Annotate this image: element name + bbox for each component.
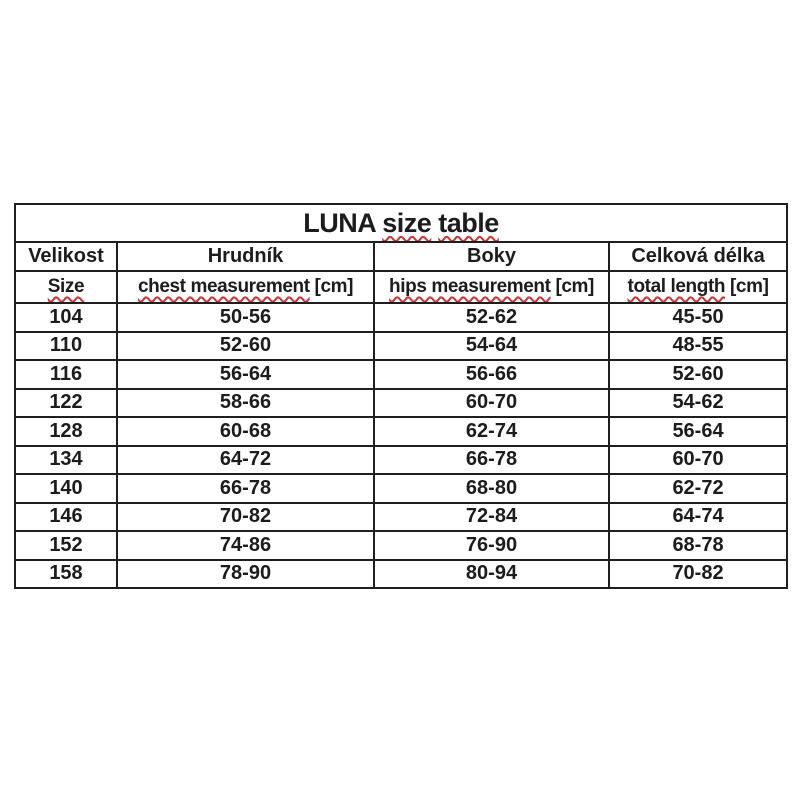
cell-hips: 56-66	[373, 359, 610, 390]
cell-length: 60-70	[607, 444, 789, 475]
cell-hips: 80-94	[373, 558, 610, 589]
cell-hips: 60-70	[373, 387, 610, 418]
header-chest-unit: [cm]	[314, 276, 354, 297]
cell-length: 64-74	[607, 501, 789, 532]
table-row: 152 74-86 76-90 68-78	[14, 530, 789, 561]
cell-size: 158	[14, 558, 118, 589]
cell-size: 128	[14, 416, 118, 447]
cell-chest: 58-66	[116, 387, 375, 418]
header-length-phrase: total length	[627, 276, 726, 297]
cell-length: 52-60	[607, 359, 789, 390]
header-hips: hips measurement [cm]	[373, 270, 610, 304]
cell-size: 140	[14, 473, 118, 504]
cell-size: 152	[14, 530, 118, 561]
cell-length: 48-55	[607, 330, 789, 361]
cell-hips: 68-80	[373, 473, 610, 504]
cell-size: 104	[14, 302, 118, 333]
title-row: LUNA size table	[13, 203, 789, 243]
cell-length: 54-62	[607, 387, 789, 418]
table-row: 134 64-72 66-78 60-70	[14, 444, 789, 475]
header-row-english: Size chest measurement [cm] hips measure…	[14, 270, 789, 304]
title-word-size: size	[382, 207, 432, 238]
cell-size: 116	[14, 359, 118, 390]
cell-chest: 52-60	[116, 330, 375, 361]
cell-chest: 56-64	[116, 359, 375, 390]
cell-chest: 70-82	[116, 501, 375, 532]
table-row: 140 66-78 68-80 62-72	[14, 473, 789, 504]
header-velikost: Velikost	[14, 241, 118, 272]
cell-hips: 66-78	[373, 444, 610, 475]
luna-size-table: LUNA size table Velikost Hrudník Boky Ce…	[13, 203, 789, 589]
cell-hips: 76-90	[373, 530, 610, 561]
cell-length: 68-78	[607, 530, 789, 561]
cell-chest: 50-56	[116, 302, 375, 333]
cell-length: 70-82	[607, 558, 789, 589]
header-chest-phrase: chest measurement	[137, 276, 310, 297]
header-chest: chest measurement [cm]	[116, 270, 375, 304]
cell-hips: 52-62	[373, 302, 610, 333]
header-row-czech: Velikost Hrudník Boky Celková délka	[14, 241, 789, 272]
cell-chest: 60-68	[116, 416, 375, 447]
cell-size: 122	[14, 387, 118, 418]
cell-chest: 78-90	[116, 558, 375, 589]
table-row: 122 58-66 60-70 54-62	[14, 387, 789, 418]
table-title: LUNA size table	[13, 203, 789, 243]
cell-chest: 74-86	[116, 530, 375, 561]
header-size: Size	[14, 270, 118, 304]
header-size-phrase: Size	[47, 276, 85, 297]
header-boky: Boky	[373, 241, 610, 272]
table-row: 128 60-68 62-74 56-64	[14, 416, 789, 447]
table-row: 146 70-82 72-84 64-74	[14, 501, 789, 532]
cell-size: 134	[14, 444, 118, 475]
cell-chest: 64-72	[116, 444, 375, 475]
table-row: 104 50-56 52-62 45-50	[14, 302, 789, 333]
cell-length: 45-50	[607, 302, 789, 333]
header-hrudnik: Hrudník	[116, 241, 375, 272]
cell-length: 62-72	[607, 473, 789, 504]
header-celkova-delka: Celková délka	[607, 241, 789, 272]
table-row: 110 52-60 54-64 48-55	[14, 330, 789, 361]
header-length: total length [cm]	[607, 270, 789, 304]
header-hips-phrase: hips measurement	[389, 276, 551, 297]
cell-length: 56-64	[607, 416, 789, 447]
header-length-unit: [cm]	[730, 276, 769, 297]
cell-chest: 66-78	[116, 473, 375, 504]
cell-hips: 54-64	[373, 330, 610, 361]
table-row: 158 78-90 80-94 70-82	[14, 558, 789, 589]
cell-hips: 62-74	[373, 416, 610, 447]
table-row: 116 56-64 56-66 52-60	[14, 359, 789, 390]
header-hips-unit: [cm]	[555, 276, 594, 297]
cell-size: 146	[14, 501, 118, 532]
brand-name: LUNA	[303, 207, 376, 238]
title-word-table: table	[438, 207, 499, 238]
cell-hips: 72-84	[373, 501, 610, 532]
cell-size: 110	[14, 330, 118, 361]
